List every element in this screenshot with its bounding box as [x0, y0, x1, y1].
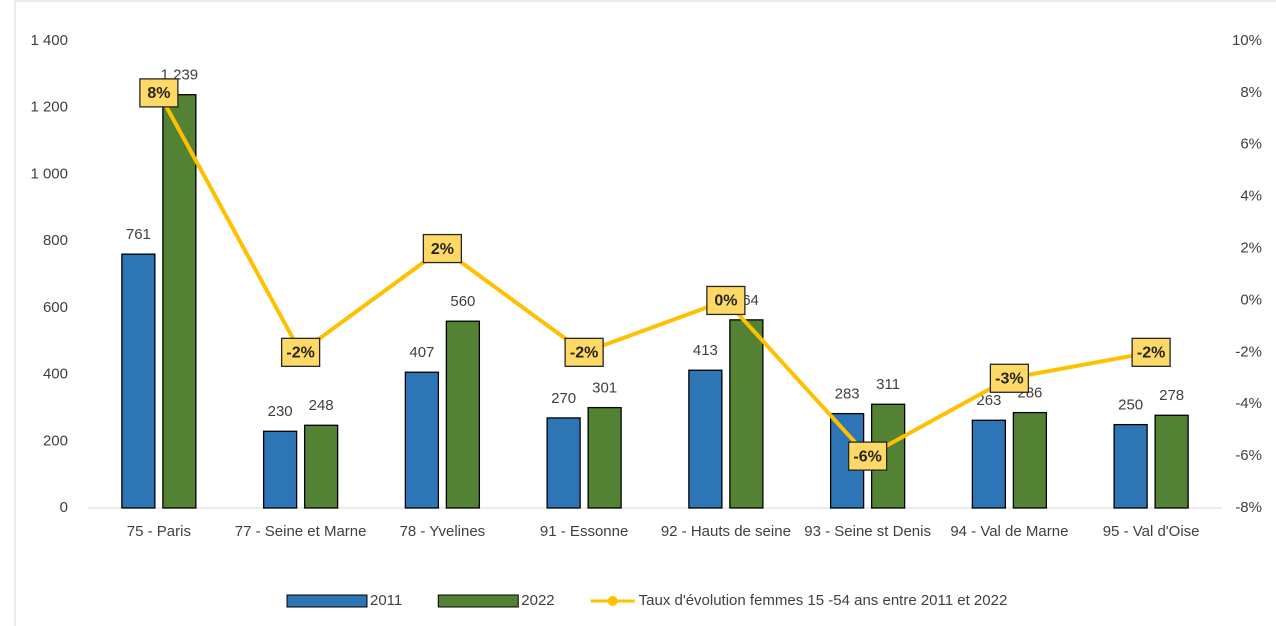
line-data-label: 2%: [422, 233, 463, 264]
data-label: 0%: [714, 293, 737, 310]
chart-frame: [14, 0, 1276, 626]
data-label: 263: [976, 392, 1001, 409]
legend-label: Taux d'évolution femmes 15 -54 ans entre…: [639, 592, 1008, 609]
y-tick-label: 1 200: [30, 99, 68, 116]
data-label: 560: [450, 293, 475, 310]
label-box: [139, 78, 179, 108]
y2-tick-label: 4%: [1240, 188, 1262, 205]
data-label: 230: [268, 403, 293, 420]
y2-tick-label: 10%: [1232, 32, 1262, 49]
data-label: -6%: [853, 448, 881, 465]
bar: [262, 430, 298, 509]
y2-tick-label: 6%: [1240, 136, 1262, 153]
data-label: -2%: [286, 345, 314, 362]
bar: [1012, 411, 1048, 509]
bar: [688, 369, 723, 509]
label-box: [280, 337, 321, 367]
bar: [1113, 423, 1148, 509]
line: [157, 91, 1152, 459]
data-label: 250: [1118, 397, 1143, 414]
line-data-label: 0%: [706, 285, 746, 316]
y-tick-label: 0: [60, 499, 68, 516]
data-label: -2%: [570, 345, 598, 362]
bar: [121, 253, 156, 509]
label-box: [989, 363, 1030, 393]
bar: [162, 94, 197, 509]
y2-tick-label: -6%: [1235, 447, 1262, 464]
x-tick-label: 92 - Hauts de seine: [660, 523, 791, 540]
data-label: 8%: [147, 85, 170, 102]
y-tick-label: 1 000: [30, 165, 68, 182]
legend-swatch: [437, 594, 519, 608]
bar: [729, 319, 764, 509]
y2-tick-label: -4%: [1235, 395, 1262, 412]
line-data-label: -2%: [564, 337, 604, 367]
data-label: -3%: [995, 370, 1023, 387]
x-tick-label: 75 - Paris: [126, 523, 191, 540]
data-label: 248: [309, 397, 334, 414]
label-box: [564, 337, 604, 367]
data-label: 278: [1159, 387, 1184, 404]
x-tick-label: 94 - Val de Marne: [950, 523, 1069, 540]
x-tick-label: 91 - Essonne: [539, 523, 629, 540]
data-label: 407: [409, 344, 434, 361]
y2-tick-label: 2%: [1240, 240, 1262, 257]
data-label: 311: [876, 376, 900, 393]
data-label: 301: [592, 380, 617, 397]
legend-label: 2011: [370, 592, 402, 609]
line-data-label: -2%: [1131, 337, 1171, 367]
y2-tick-label: 8%: [1240, 84, 1262, 101]
data-label: 270: [551, 390, 576, 407]
x-tick-label: 93 - Seine st Denis: [804, 523, 931, 540]
label-box: [847, 441, 888, 471]
line-data-label: 8%: [139, 78, 179, 108]
bar: [404, 371, 440, 509]
line-data-label: -3%: [989, 363, 1030, 393]
label-box: [422, 233, 463, 264]
bar: [303, 424, 339, 509]
bar: [587, 406, 622, 509]
legend-label: 2022: [521, 592, 554, 609]
data-label: 2%: [431, 241, 454, 258]
y2-tick-label: -2%: [1235, 343, 1262, 360]
y-tick-label: 600: [43, 299, 68, 316]
y-tick-label: 200: [43, 432, 68, 449]
data-label: 413: [693, 342, 718, 359]
data-label: 761: [126, 226, 151, 243]
x-tick-label: 78 - Yvelines: [399, 523, 486, 540]
bar: [445, 320, 481, 509]
y-tick-label: 800: [43, 232, 68, 249]
line-data-label: -6%: [847, 441, 888, 471]
bar: [546, 417, 581, 509]
bar: [1154, 414, 1189, 509]
bar: [971, 419, 1007, 509]
legend-marker: [607, 596, 618, 606]
x-tick-label: 77 - Seine et Marne: [234, 523, 367, 540]
y2-tick-label: 0%: [1240, 291, 1262, 308]
y-tick-label: 1 400: [30, 32, 68, 49]
x-tick-label: 95 - Val d'Oise: [1102, 523, 1200, 540]
label-box: [706, 285, 746, 316]
data-label: 283: [835, 386, 860, 403]
y2-tick-label: -8%: [1235, 499, 1262, 516]
y-tick-label: 400: [43, 366, 68, 383]
line-data-label: -2%: [280, 337, 321, 367]
data-label: -2%: [1137, 345, 1165, 362]
legend-swatch: [286, 594, 368, 608]
label-box: [1131, 337, 1171, 367]
